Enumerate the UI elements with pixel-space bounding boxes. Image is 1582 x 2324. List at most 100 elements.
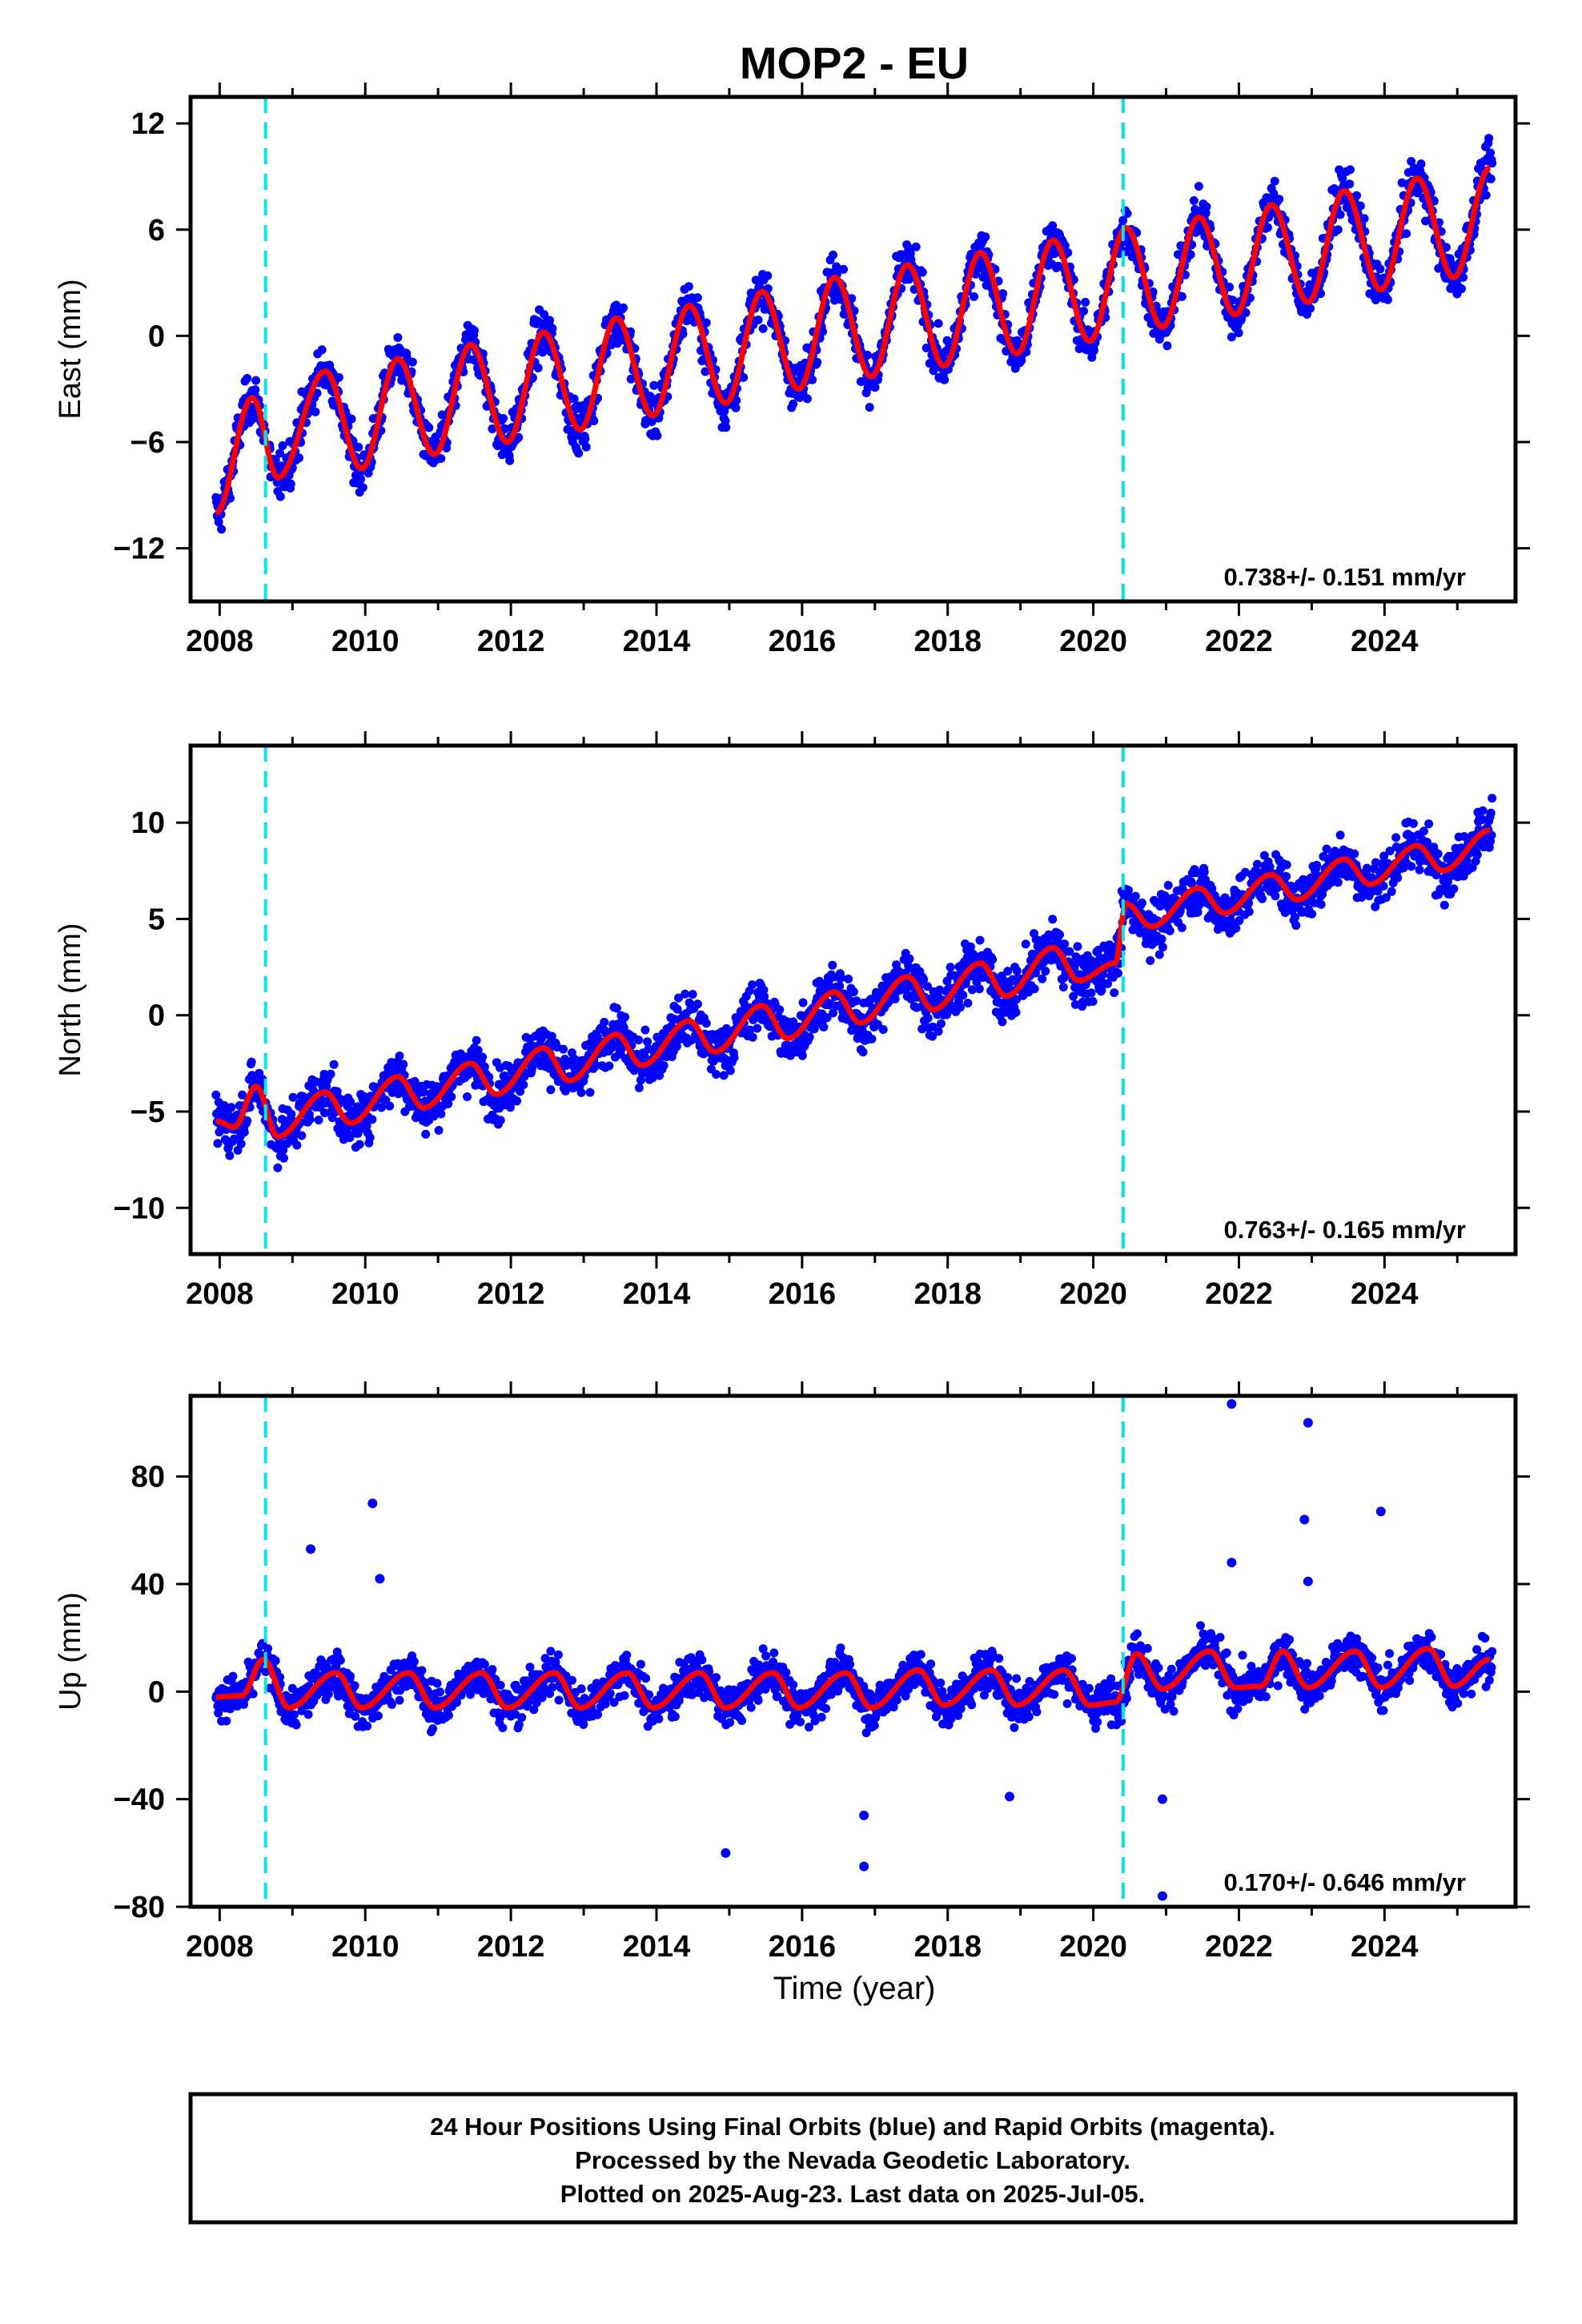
data-point xyxy=(1393,873,1403,883)
y-tick-label: 5 xyxy=(148,903,165,936)
data-point xyxy=(243,374,252,383)
x-tick-label: 2018 xyxy=(913,1277,982,1311)
data-point xyxy=(775,1005,785,1015)
data-point xyxy=(1333,225,1343,235)
data-point xyxy=(955,1003,965,1012)
data-point xyxy=(819,1023,829,1031)
y-tick-label: −12 xyxy=(114,533,165,566)
data-point xyxy=(1041,967,1050,976)
data-point xyxy=(721,423,731,432)
data-point xyxy=(1282,860,1291,870)
data-point xyxy=(681,989,690,999)
y-tick-label: 6 xyxy=(148,214,165,247)
data-point xyxy=(1162,341,1172,351)
y-tick-label: −10 xyxy=(114,1192,165,1225)
data-point xyxy=(291,1720,301,1730)
data-point xyxy=(798,998,808,1007)
data-point xyxy=(311,407,320,416)
data-point xyxy=(1486,808,1496,818)
data-point xyxy=(1258,894,1267,903)
data-point xyxy=(604,1061,614,1071)
data-point xyxy=(1079,307,1088,316)
data-point xyxy=(1335,830,1345,840)
data-point xyxy=(937,1019,946,1028)
data-point xyxy=(289,1710,299,1719)
data-point xyxy=(1291,921,1301,931)
data-point xyxy=(844,975,853,983)
x-tick-label: 2016 xyxy=(769,1277,837,1311)
data-point xyxy=(828,960,837,970)
data-point xyxy=(802,394,812,404)
data-point xyxy=(1030,984,1039,994)
data-point xyxy=(519,1080,528,1089)
data-point xyxy=(279,1145,288,1155)
data-point xyxy=(1305,280,1315,290)
data-point xyxy=(1345,179,1355,189)
data-point xyxy=(958,991,968,1000)
data-point xyxy=(533,364,543,372)
x-tick-label: 2008 xyxy=(186,625,254,658)
data-point xyxy=(538,348,548,357)
data-point xyxy=(277,461,287,471)
data-point xyxy=(233,1145,243,1155)
data-point xyxy=(295,453,303,463)
x-tick-label: 2012 xyxy=(477,1277,545,1311)
data-point xyxy=(865,403,874,412)
data-point xyxy=(688,990,697,999)
data-point xyxy=(1060,241,1070,251)
data-point xyxy=(1472,850,1482,859)
x-tick-label: 2010 xyxy=(331,1277,400,1311)
data-point xyxy=(500,424,510,433)
data-point xyxy=(229,1134,239,1144)
data-point xyxy=(975,935,985,945)
data-point xyxy=(1038,974,1047,983)
data-point xyxy=(693,293,702,303)
data-point xyxy=(763,271,773,280)
data-point xyxy=(1177,292,1186,301)
data-point xyxy=(1409,818,1418,828)
data-point xyxy=(311,1077,321,1087)
data-point xyxy=(1375,264,1385,274)
data-point xyxy=(1048,915,1058,924)
data-point xyxy=(1012,966,1022,975)
data-point xyxy=(1433,849,1443,858)
data-point xyxy=(463,1092,472,1101)
data-point xyxy=(839,264,848,274)
data-point xyxy=(540,310,549,320)
data-point xyxy=(905,954,914,963)
data-point xyxy=(214,517,223,527)
x-tick-label: 2012 xyxy=(477,625,545,658)
data-point xyxy=(279,1153,288,1163)
data-point xyxy=(1270,176,1279,186)
data-point xyxy=(1244,907,1254,916)
data-point xyxy=(334,372,343,382)
data-point xyxy=(1415,865,1424,875)
data-point xyxy=(1118,215,1128,225)
data-point xyxy=(1345,165,1355,175)
data-point xyxy=(849,987,858,996)
data-point xyxy=(813,357,822,367)
data-point xyxy=(303,1710,313,1719)
plot-area xyxy=(211,794,1497,1172)
data-point xyxy=(1322,844,1331,854)
plot-frame xyxy=(188,94,1518,604)
data-point xyxy=(1316,899,1326,909)
data-point xyxy=(251,385,260,395)
data-point xyxy=(1241,308,1251,317)
data-point xyxy=(1269,189,1279,199)
x-tick-label: 2022 xyxy=(1205,625,1273,658)
data-point xyxy=(1194,182,1203,191)
data-point xyxy=(243,1116,252,1125)
data-point xyxy=(684,282,693,292)
data-point xyxy=(832,262,841,271)
data-point xyxy=(712,1070,721,1079)
data-point xyxy=(419,1088,428,1097)
data-point xyxy=(297,1131,307,1140)
data-point xyxy=(1114,968,1122,978)
data-point xyxy=(213,1139,223,1148)
data-point xyxy=(326,1069,335,1079)
x-tick-label: 2018 xyxy=(913,625,982,658)
data-point xyxy=(701,318,711,328)
data-point xyxy=(1225,283,1235,292)
data-point xyxy=(228,1671,238,1681)
